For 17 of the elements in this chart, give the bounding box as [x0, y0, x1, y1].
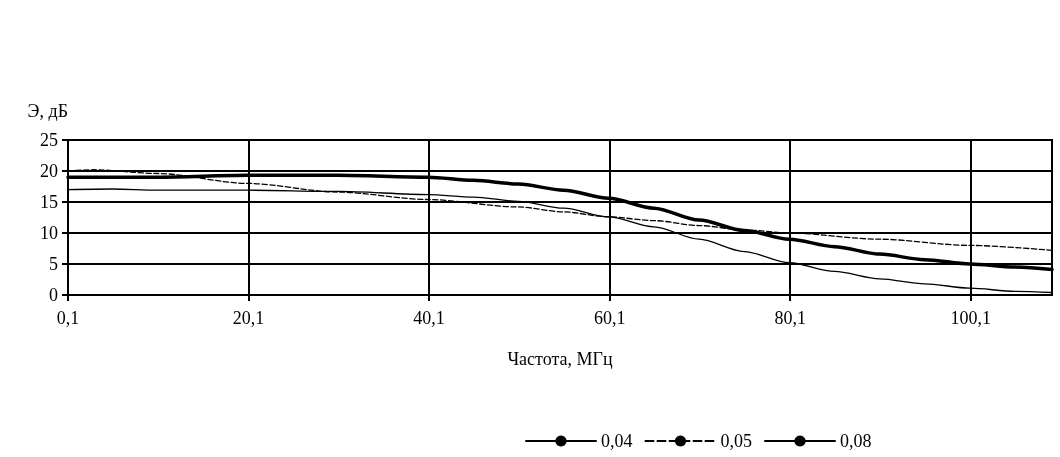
y-tick-label: 5 — [49, 254, 58, 274]
legend-label: 0,05 — [720, 431, 752, 451]
legend-label: 0,08 — [840, 431, 872, 451]
x-tick-label: 0,1 — [56, 308, 80, 328]
y-axis-title: Э, дБ — [27, 101, 68, 121]
y-tick-label: 20 — [40, 161, 58, 181]
x-tick-label: 100,1 — [950, 308, 991, 328]
y-tick-label: 25 — [40, 130, 58, 150]
x-tick-label: 40,1 — [413, 308, 445, 328]
y-tick-label: 15 — [40, 192, 58, 212]
x-tick-label: 20,1 — [232, 308, 265, 328]
x-tick-label: 80,1 — [774, 308, 806, 328]
y-tick-label: 10 — [40, 223, 58, 243]
x-tick-label: 60,1 — [593, 308, 626, 328]
x-axis-title: Частота, МГц — [507, 349, 613, 369]
legend-label: 0,04 — [601, 431, 633, 451]
y-tick-label: 0 — [49, 285, 58, 305]
